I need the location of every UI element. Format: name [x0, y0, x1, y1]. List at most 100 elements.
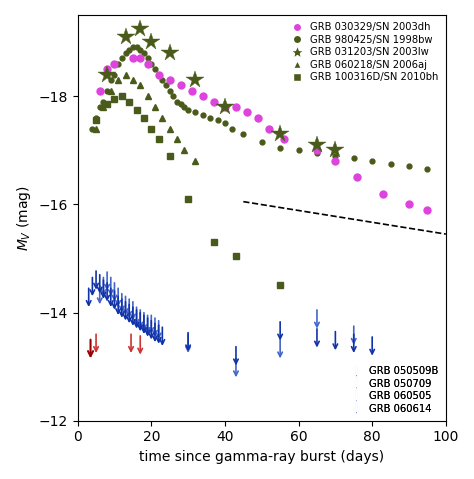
- GRB 980425/SN 1998bw: [115, 61, 121, 67]
- Line: GRB 031203/SN 2003lw: GRB 031203/SN 2003lw: [98, 20, 345, 160]
- GRB 031203/SN 2003lw: [333, 148, 338, 153]
- GRB 980425/SN 1998bw: [145, 56, 150, 61]
- GRB 100316D/SN 2010bh: [211, 240, 217, 245]
- GRB 980425/SN 1998bw: [222, 120, 228, 126]
- GRB 980425/SN 1998bw: [137, 47, 143, 53]
- GRB 980425/SN 1998bw: [171, 93, 176, 99]
- GRB 980425/SN 1998bw: [108, 77, 114, 83]
- GRB 100316D/SN 2010bh: [148, 125, 154, 131]
- GRB 980425/SN 1998bw: [351, 156, 356, 161]
- GRB 060218/SN 2006aj: [137, 82, 143, 88]
- GRB 030329/SN 2003dh: [255, 115, 261, 121]
- GRB 980425/SN 1998bw: [93, 115, 99, 121]
- GRB 060218/SN 2006aj: [174, 137, 180, 142]
- GRB 100316D/SN 2010bh: [119, 93, 125, 99]
- GRB 030329/SN 2003dh: [211, 99, 217, 104]
- GRB 980425/SN 1998bw: [182, 104, 187, 110]
- GRB 980425/SN 1998bw: [141, 50, 147, 56]
- Line: GRB 060218/SN 2006aj: GRB 060218/SN 2006aj: [92, 71, 199, 164]
- GRB 980425/SN 1998bw: [130, 45, 136, 50]
- GRB 980425/SN 1998bw: [159, 77, 165, 83]
- GRB 060218/SN 2006aj: [167, 125, 173, 131]
- GRB 100316D/SN 2010bh: [93, 118, 99, 124]
- GRB 100316D/SN 2010bh: [104, 102, 110, 107]
- GRB 980425/SN 1998bw: [200, 112, 206, 118]
- GRB 030329/SN 2003dh: [111, 61, 117, 67]
- GRB 980425/SN 1998bw: [152, 66, 158, 72]
- GRB 031203/SN 2003lw: [222, 104, 228, 110]
- GRB 980425/SN 1998bw: [277, 145, 283, 150]
- GRB 030329/SN 2003dh: [314, 148, 320, 153]
- GRB 980425/SN 1998bw: [100, 99, 106, 104]
- GRB 060218/SN 2006aj: [159, 115, 165, 121]
- GRB 030329/SN 2003dh: [244, 110, 250, 115]
- GRB 980425/SN 1998bw: [90, 125, 95, 131]
- GRB 031203/SN 2003lw: [137, 26, 143, 32]
- GRB 030329/SN 2003dh: [266, 125, 272, 131]
- GRB 980425/SN 1998bw: [207, 115, 213, 121]
- GRB 060218/SN 2006aj: [123, 72, 128, 78]
- GRB 031203/SN 2003lw: [123, 34, 128, 39]
- GRB 030329/SN 2003dh: [200, 93, 206, 99]
- GRB 980425/SN 1998bw: [185, 107, 191, 113]
- GRB 980425/SN 1998bw: [134, 45, 139, 50]
- GRB 030329/SN 2003dh: [130, 56, 136, 61]
- GRB 980425/SN 1998bw: [178, 102, 183, 107]
- GRB 980425/SN 1998bw: [425, 166, 430, 172]
- GRB 980425/SN 1998bw: [215, 118, 220, 124]
- GRB 030329/SN 2003dh: [222, 104, 228, 110]
- Line: GRB 030329/SN 2003dh: GRB 030329/SN 2003dh: [96, 55, 431, 213]
- GRB 980425/SN 1998bw: [97, 104, 102, 110]
- GRB 100316D/SN 2010bh: [185, 196, 191, 202]
- GRB 060218/SN 2006aj: [192, 158, 198, 164]
- GRB 980425/SN 1998bw: [314, 150, 320, 156]
- GRB 980425/SN 1998bw: [333, 153, 338, 159]
- GRB 980425/SN 1998bw: [148, 61, 154, 67]
- GRB 030329/SN 2003dh: [167, 77, 173, 83]
- GRB 980425/SN 1998bw: [240, 131, 246, 137]
- GRB 100316D/SN 2010bh: [156, 137, 162, 142]
- GRB 980425/SN 1998bw: [259, 139, 264, 145]
- GRB 100316D/SN 2010bh: [141, 115, 147, 121]
- GRB 980425/SN 1998bw: [369, 158, 375, 164]
- GRB 100316D/SN 2010bh: [111, 96, 117, 102]
- GRB 030329/SN 2003dh: [145, 61, 150, 67]
- GRB 060218/SN 2006aj: [130, 77, 136, 83]
- GRB 030329/SN 2003dh: [281, 137, 287, 142]
- GRB 980425/SN 1998bw: [111, 72, 117, 78]
- GRB 100316D/SN 2010bh: [167, 153, 173, 159]
- Line: GRB 100316D/SN 2010bh: GRB 100316D/SN 2010bh: [92, 92, 283, 289]
- GRB 980425/SN 1998bw: [167, 88, 173, 93]
- Y-axis label: $M_V$ (mag): $M_V$ (mag): [15, 185, 33, 251]
- GRB 031203/SN 2003lw: [104, 72, 110, 78]
- GRB 030329/SN 2003dh: [178, 82, 183, 88]
- GRB 980425/SN 1998bw: [127, 47, 132, 53]
- GRB 060218/SN 2006aj: [152, 104, 158, 110]
- GRB 060218/SN 2006aj: [145, 93, 150, 99]
- GRB 980425/SN 1998bw: [123, 50, 128, 56]
- GRB 030329/SN 2003dh: [406, 202, 412, 207]
- GRB 030329/SN 2003dh: [156, 72, 162, 78]
- GRB 030329/SN 2003dh: [333, 158, 338, 164]
- GRB 030329/SN 2003dh: [380, 191, 386, 196]
- GRB 980425/SN 1998bw: [296, 148, 301, 153]
- GRB 030329/SN 2003dh: [425, 207, 430, 213]
- GRB 030329/SN 2003dh: [137, 56, 143, 61]
- GRB 030329/SN 2003dh: [189, 88, 195, 93]
- GRB 980425/SN 1998bw: [156, 72, 162, 78]
- GRB 100316D/SN 2010bh: [277, 283, 283, 288]
- GRB 030329/SN 2003dh: [104, 66, 110, 72]
- GRB 060218/SN 2006aj: [108, 88, 114, 93]
- GRB 031203/SN 2003lw: [192, 77, 198, 83]
- GRB 100316D/SN 2010bh: [233, 253, 239, 259]
- GRB 980425/SN 1998bw: [104, 88, 110, 93]
- GRB 031203/SN 2003lw: [277, 131, 283, 137]
- GRB 031203/SN 2003lw: [148, 39, 154, 45]
- GRB 030329/SN 2003dh: [233, 104, 239, 110]
- GRB 980425/SN 1998bw: [163, 82, 169, 88]
- GRB 031203/SN 2003lw: [167, 50, 173, 56]
- GRB 060218/SN 2006aj: [115, 77, 121, 83]
- GRB 980425/SN 1998bw: [406, 164, 412, 170]
- GRB 100316D/SN 2010bh: [127, 99, 132, 104]
- GRB 980425/SN 1998bw: [174, 99, 180, 104]
